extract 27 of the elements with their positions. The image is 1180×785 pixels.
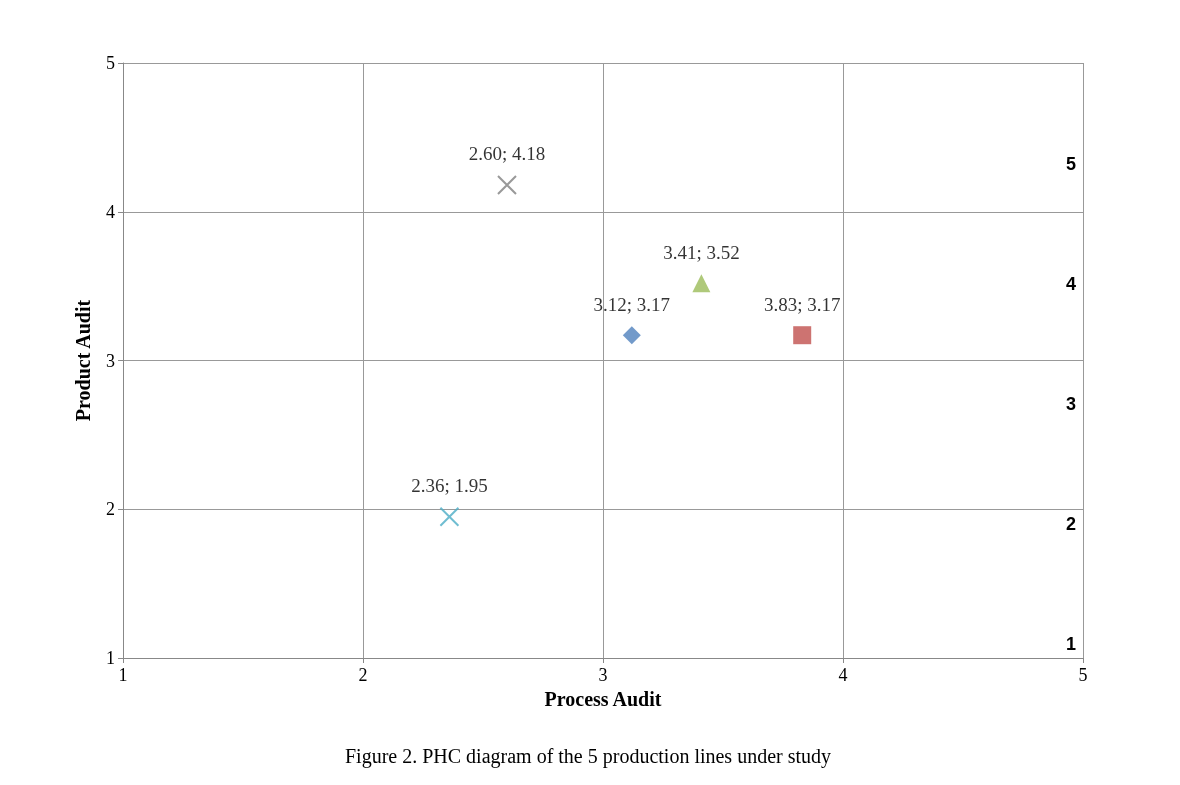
annotation: 4 bbox=[1065, 274, 1076, 294]
y-tick-label: 2 bbox=[106, 499, 115, 520]
y-tick-label: 3 bbox=[106, 350, 115, 371]
point bbox=[692, 274, 711, 293]
point bbox=[793, 326, 812, 345]
y-axis-title: Product Audit bbox=[72, 299, 94, 422]
data-label: 2.36; 1.95 bbox=[411, 474, 488, 496]
y-tick-label: 5 bbox=[106, 53, 115, 73]
point bbox=[622, 326, 641, 345]
x-tick-label: 3 bbox=[598, 665, 608, 685]
x-axis-title: Process Audit bbox=[544, 687, 662, 710]
data-label: 2.60; 4.18 bbox=[468, 142, 546, 164]
x-tick-label: 4 bbox=[838, 665, 848, 685]
x-tick-label: 5 bbox=[1078, 665, 1088, 685]
point bbox=[439, 506, 460, 527]
data-label: 3.41; 3.52 bbox=[663, 242, 740, 264]
annotation: 2 bbox=[1065, 514, 1076, 534]
data-label: 3.83; 3.17 bbox=[763, 294, 841, 316]
point bbox=[497, 174, 517, 195]
annotation: 5 bbox=[1065, 154, 1076, 174]
y-tick-label: 1 bbox=[106, 648, 115, 668]
annotation: 3 bbox=[1065, 394, 1076, 414]
text: Figure 2. PHC diagram of the 5 production lines under study bbox=[344, 745, 832, 768]
annotation: 1 bbox=[1065, 634, 1076, 654]
x-tick-label: 2 bbox=[358, 665, 368, 685]
y-tick-label: 4 bbox=[106, 201, 115, 222]
data-label: 3.12; 3.17 bbox=[593, 294, 671, 316]
